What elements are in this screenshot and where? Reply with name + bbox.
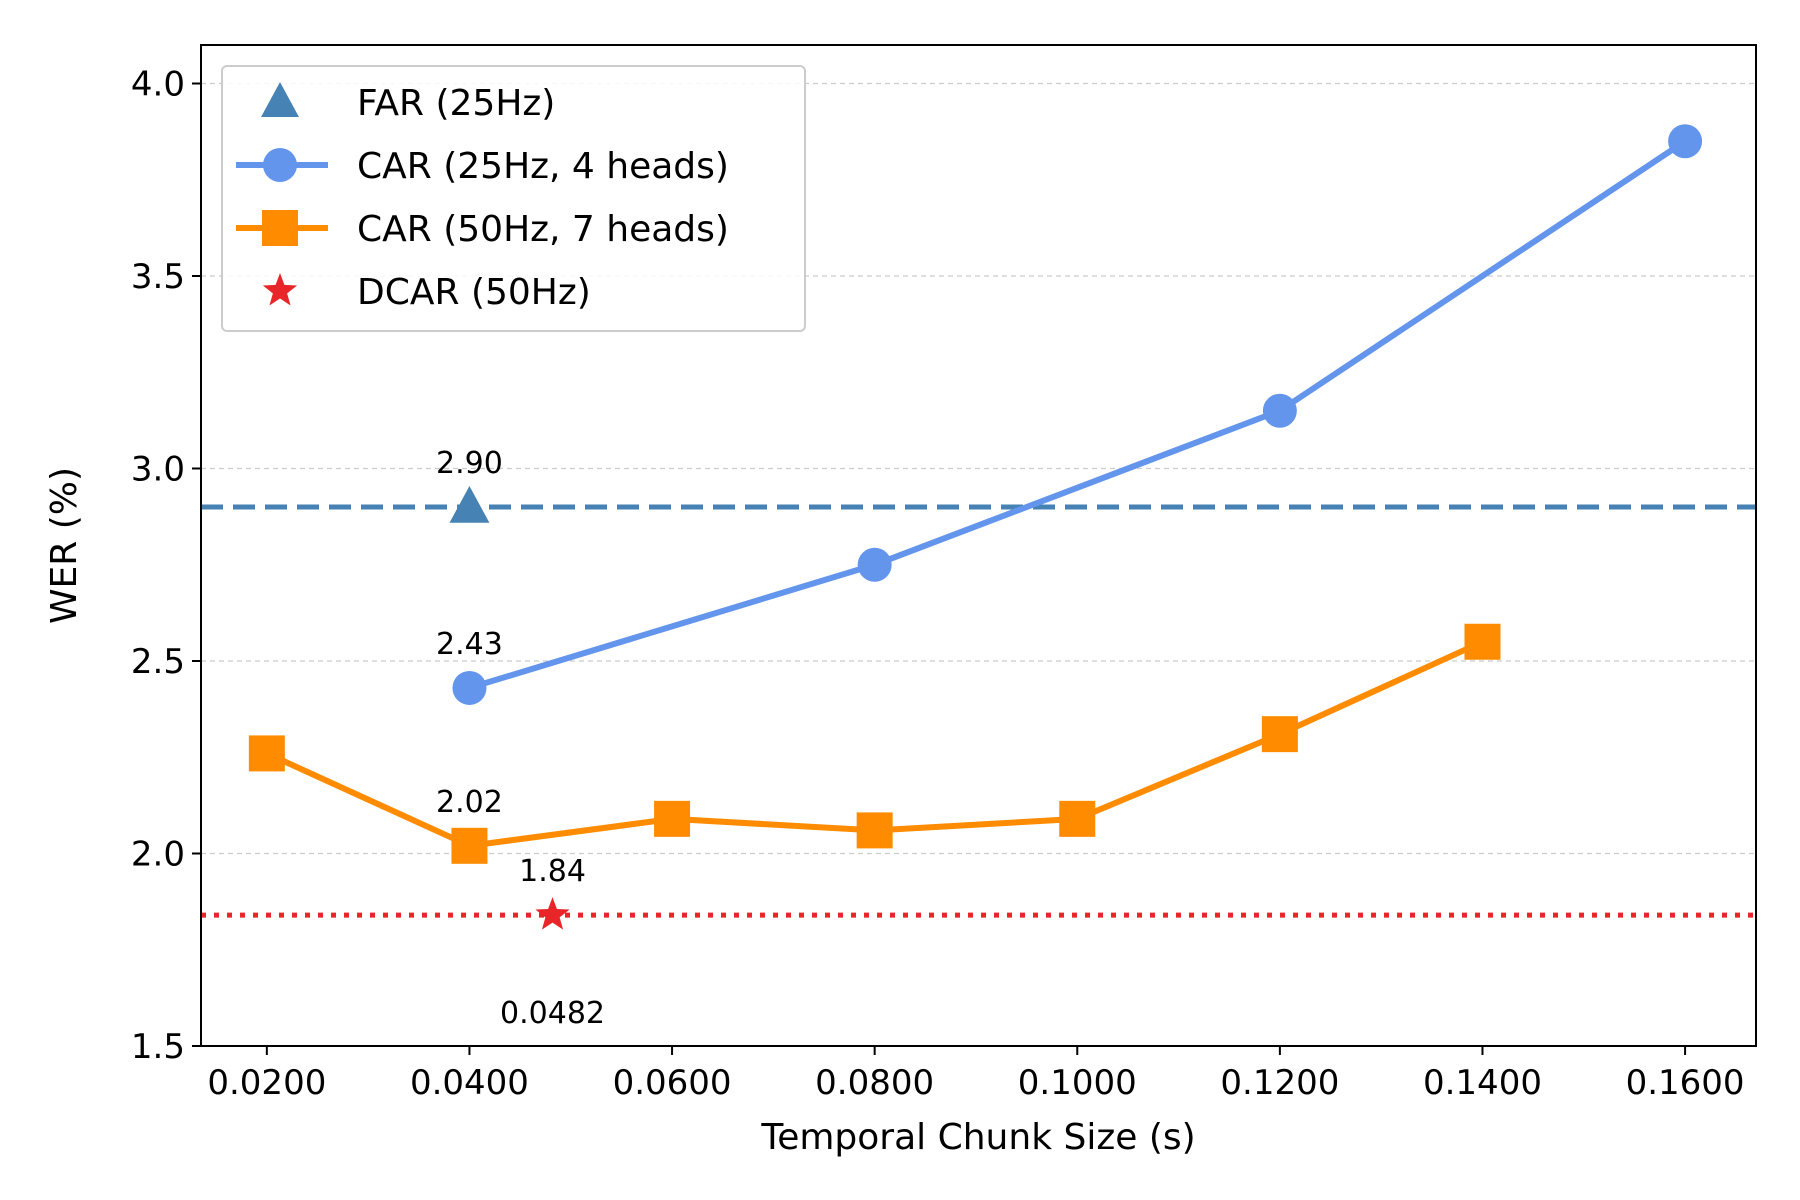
circle-point — [1262, 393, 1297, 428]
annotations: 2.90 2.43 2.02 1.84 0.0482 — [436, 446, 605, 1031]
legend: FAR (25Hz) CAR (25Hz, 4 heads) CAR (50Hz, … — [221, 65, 806, 332]
series-line — [468, 138, 1687, 691]
x-tick-label: 0.1000 — [1018, 1063, 1137, 1103]
legend-square-marker — [262, 210, 298, 246]
x-tick-label: 0.0200 — [207, 1063, 326, 1103]
x-tick-label: 0.0800 — [815, 1063, 934, 1103]
square-point — [856, 812, 893, 849]
legend-label: DCAR (50Hz) — [357, 272, 591, 313]
x-tick-label: 0.1400 — [1423, 1063, 1542, 1103]
data-label: 1.84 — [519, 854, 586, 889]
legend-entry: DCAR (50Hz) — [262, 272, 591, 313]
series-star — [535, 897, 570, 930]
legend-entry: CAR (25Hz, 4 heads) — [236, 146, 729, 187]
series — [248, 124, 1703, 930]
data-label: 2.02 — [436, 785, 503, 820]
data-label: 0.0482 — [500, 996, 605, 1031]
x-axis-label: Temporal Chunk Size (s) — [760, 1117, 1195, 1158]
y-tick-label: 2.5 — [131, 642, 185, 682]
square-point — [1464, 623, 1501, 660]
x-tick-label: 0.0600 — [613, 1063, 732, 1103]
square-point — [654, 800, 691, 837]
data-label: 2.90 — [436, 446, 503, 481]
ticks: 1.5 2.0 2.5 3.0 3.5 4.0 0.0200 0.0400 0.0600 0.08… — [131, 65, 1745, 1104]
circle-point — [857, 547, 892, 582]
y-tick-label: 1.5 — [131, 1027, 185, 1067]
series-triangle — [449, 486, 490, 523]
series-circle — [452, 124, 1703, 705]
x-tick-label: 0.1200 — [1220, 1063, 1339, 1103]
square-point — [1059, 800, 1096, 837]
y-tick-label: 3.5 — [131, 257, 185, 297]
legend-label: FAR (25Hz) — [357, 83, 555, 124]
square-point — [248, 735, 285, 772]
legend-circle-marker — [263, 148, 297, 182]
y-axis-label: WER (%) — [44, 467, 85, 624]
legend-box — [221, 65, 806, 332]
legend-label: CAR (50Hz, 7 heads) — [357, 209, 729, 250]
grid — [201, 82, 1756, 855]
legend-label: CAR (25Hz, 4 heads) — [357, 146, 729, 187]
y-tick-label: 4.0 — [131, 65, 185, 105]
legend-entry: CAR (50Hz, 7 heads) — [236, 209, 729, 250]
circle-point — [452, 670, 487, 705]
series-square — [248, 623, 1501, 864]
plot-frame — [200, 44, 1757, 1047]
y-tick-label: 2.0 — [131, 835, 185, 875]
legend-entry: FAR (25Hz) — [261, 82, 555, 124]
legend-star-marker — [262, 273, 298, 306]
data-label: 2.43 — [436, 627, 503, 662]
x-tick-label: 0.1600 — [1626, 1063, 1745, 1103]
square-point — [451, 827, 488, 864]
square-point — [1261, 716, 1298, 753]
legend-triangle-marker — [261, 82, 299, 117]
x-tick-label: 0.0400 — [410, 1063, 529, 1103]
triangle-point — [449, 486, 490, 523]
star-point — [535, 897, 570, 930]
y-tick-label: 3.0 — [131, 450, 185, 490]
circle-point — [1668, 124, 1703, 159]
